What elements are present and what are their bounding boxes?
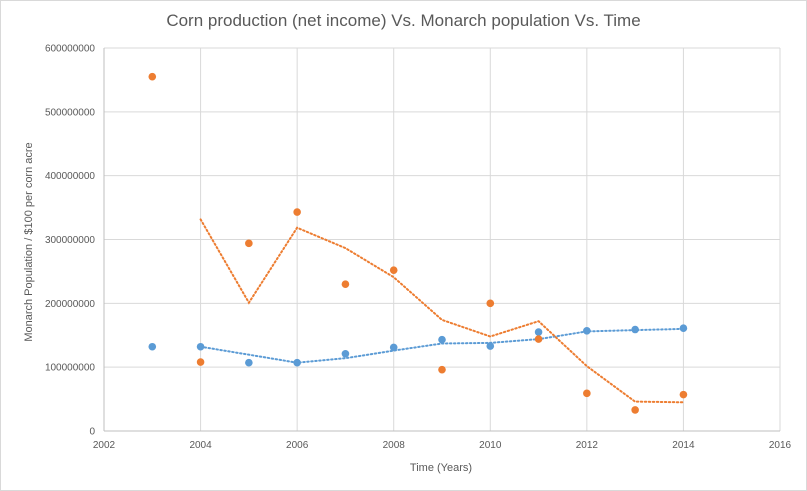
- x-tick-label: 2002: [93, 440, 116, 451]
- y-axis-title: Monarch Population / $100 per corn acre: [23, 142, 35, 341]
- chart-title: Corn production (net income) Vs. Monarch…: [166, 11, 641, 30]
- data-point-series-1: [389, 343, 398, 352]
- x-tick-label: 2014: [672, 440, 695, 451]
- data-point-series-2: [679, 390, 688, 399]
- data-point-series-1: [534, 328, 543, 336]
- data-points: [148, 72, 688, 414]
- x-tick-label: 2006: [286, 440, 309, 451]
- data-point-series-2: [389, 266, 398, 274]
- y-tick-label: 600000000: [45, 44, 95, 55]
- y-tick-label: 0: [89, 427, 95, 438]
- y-tick-label: 200000000: [45, 299, 95, 310]
- trendline-series-1: [199, 327, 685, 364]
- data-point-series-2: [534, 335, 543, 343]
- data-point-series-1: [583, 326, 591, 335]
- data-point-series-1: [148, 342, 157, 351]
- data-point-series-2: [486, 299, 495, 308]
- y-tick-label: 500000000: [45, 107, 95, 118]
- data-point-series-1: [196, 342, 205, 351]
- x-tick-label: 2004: [189, 440, 212, 451]
- x-tick-label: 2010: [479, 440, 502, 451]
- data-point-series-2: [583, 389, 591, 398]
- x-axis-title: Time (Years): [410, 462, 472, 474]
- data-point-series-1: [631, 325, 639, 334]
- data-point-series-2: [438, 365, 446, 374]
- data-point-series-1: [293, 358, 301, 367]
- data-point-series-1: [438, 335, 446, 344]
- trendlines: [199, 218, 685, 404]
- tick-labels: 0 100000000 200000000 300000000 400000000 500…: [45, 44, 792, 452]
- data-point-series-2: [148, 72, 157, 81]
- y-tick-label: 400000000: [45, 171, 95, 182]
- data-point-series-2: [341, 280, 350, 288]
- y-tick-label: 100000000: [45, 363, 95, 374]
- data-point-series-2: [631, 406, 639, 414]
- data-point-series-1: [245, 358, 253, 367]
- data-point-series-2: [196, 358, 205, 366]
- data-point-series-1: [341, 349, 350, 358]
- x-tick-label: 2016: [769, 440, 792, 451]
- axes: [103, 48, 780, 432]
- data-point-series-1: [486, 342, 495, 350]
- y-tick-label: 300000000: [45, 235, 95, 246]
- data-point-series-1: [679, 324, 688, 333]
- x-tick-label: 2008: [383, 440, 406, 451]
- trendline-series-2: [199, 218, 685, 404]
- gridlines: [104, 47, 781, 431]
- data-point-series-2: [293, 208, 301, 216]
- x-tick-label: 2012: [576, 440, 599, 451]
- data-point-series-2: [245, 239, 253, 248]
